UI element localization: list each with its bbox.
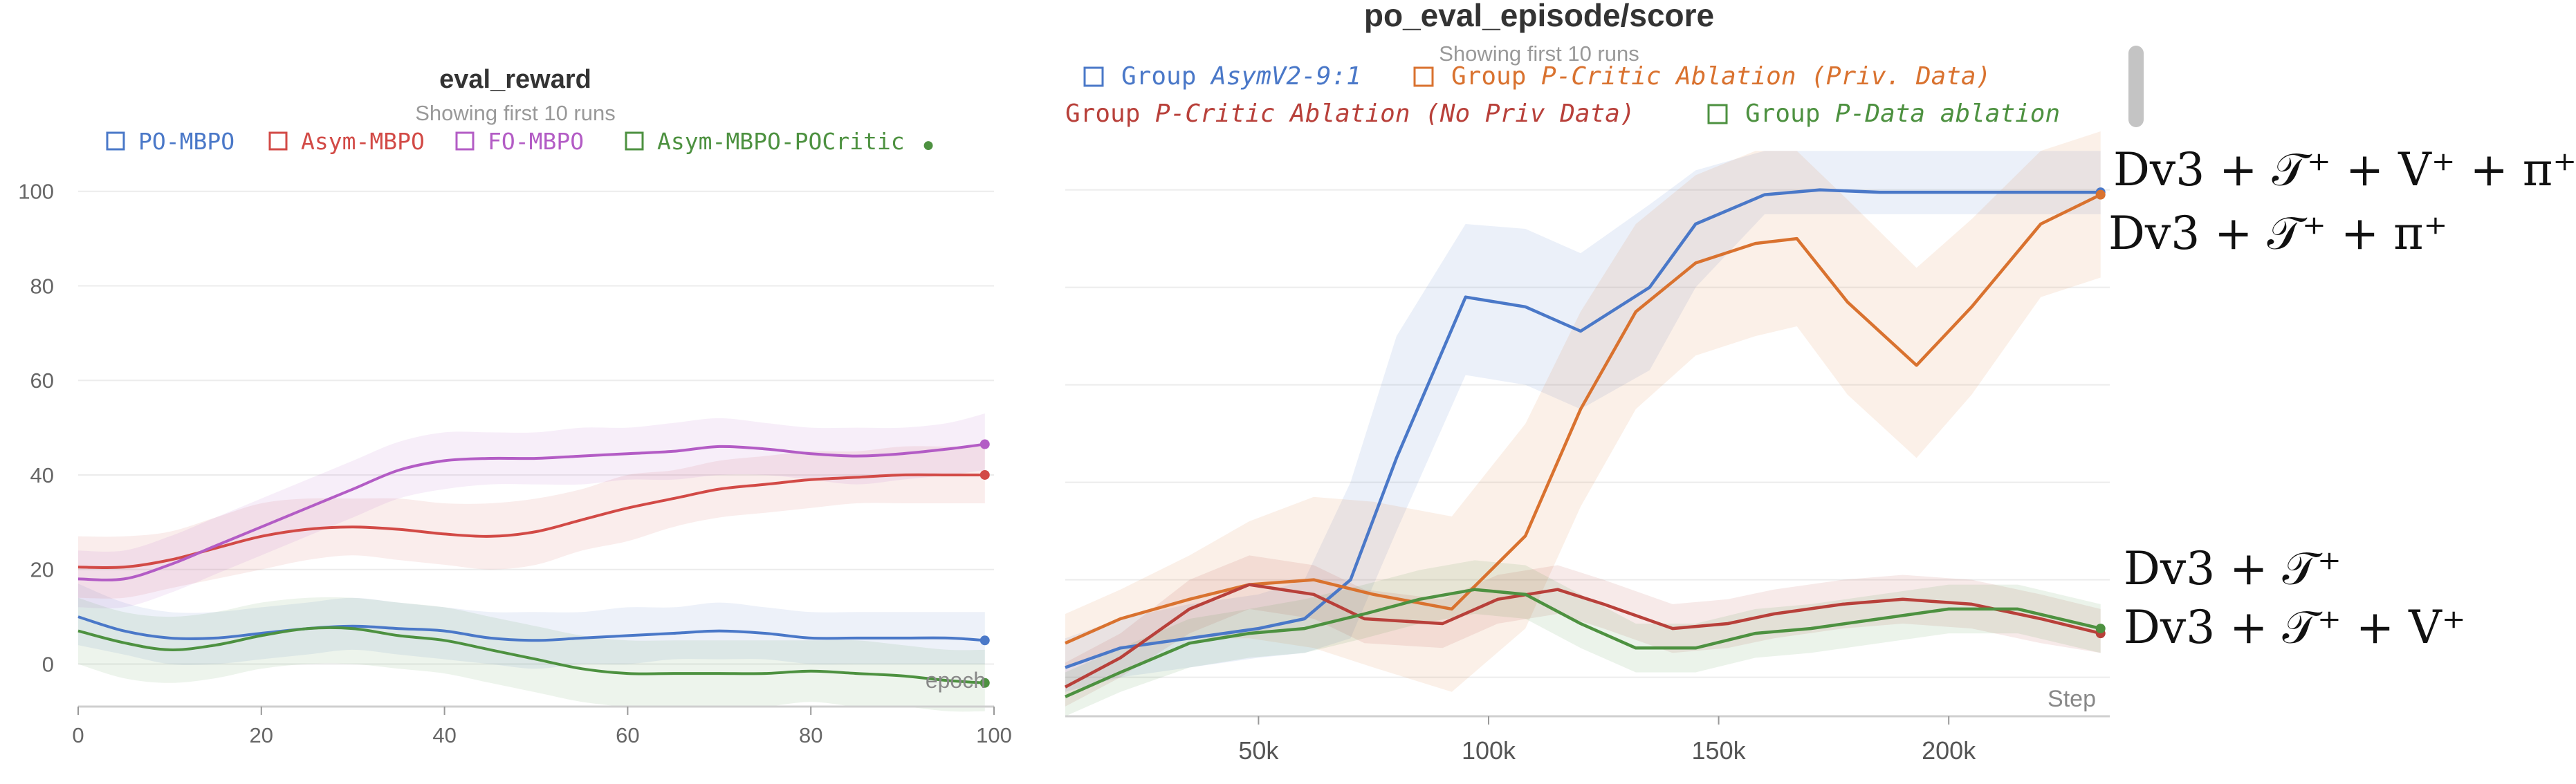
legend-scrollbar-thumb[interactable] <box>2128 46 2144 127</box>
left-y-tick-label: 60 <box>30 368 54 393</box>
line-asym-mbpo <box>77 473 985 570</box>
endpoint-po-mbpo <box>979 635 990 646</box>
line-p-data-ablation <box>1065 588 2101 698</box>
annotation-label: Dv3 + 𝒯⁺ + V⁺ + π⁺ <box>2113 143 2576 196</box>
left-chart-subtitle: Showing first 10 runs <box>415 101 615 125</box>
legend-label: FO-MBPO <box>488 128 584 155</box>
legend-item-po-mbpo[interactable]: PO-MBPO <box>106 128 234 155</box>
left-grid <box>78 190 994 665</box>
endpoint-p-data-ablation <box>2095 624 2106 634</box>
right-axes: 50k 100k 150k 200k <box>1065 715 2110 765</box>
left-x-tick-label: 60 <box>616 723 639 747</box>
legend-item-asym-mbpo-pocritic[interactable]: Asym-MBPO-POCritic <box>625 128 905 155</box>
line-po-mbpo <box>77 615 985 642</box>
right-x-tick-label: 100k <box>1462 736 1516 765</box>
right-chart-title: po_eval_episode/score <box>1364 0 1714 33</box>
legend-label: Group P-Data ablation <box>1745 100 2060 128</box>
left-series-lines <box>77 439 990 688</box>
left-y-tick-label: 100 <box>18 180 54 204</box>
legend-label: Group P-Critic Ablation (Priv. Data) <box>1451 62 1991 91</box>
band-p-critic-ablation-no-priv-data <box>1065 555 2101 707</box>
legend-swatch <box>1083 66 1104 87</box>
band-po-mbpo <box>78 584 985 669</box>
legend-swatch <box>1413 66 1434 87</box>
left-x-tick-label: 40 <box>432 723 456 747</box>
legend-item-asym-mbpo[interactable]: Asym-MBPO <box>268 128 425 155</box>
legend-swatch <box>1707 104 1728 124</box>
po-eval-score-chart: 50k 100k 150k 200k po_eval_episode/score Sh… <box>1064 0 2576 765</box>
legend-label: Asym-MBPO-POCritic <box>657 128 905 155</box>
annotation-label: Dv3 + 𝒯⁺ <box>2124 542 2342 595</box>
legend-swatch <box>455 131 475 151</box>
eval-reward-chart: 0 20 40 60 80 100 0 20 40 60 80 100 eval_reward Sho… <box>18 65 1012 747</box>
left-y-tick-label: 40 <box>30 463 54 487</box>
annotation-label: Dv3 + 𝒯⁺ + V⁺ <box>2124 601 2466 654</box>
left-y-tick-label: 0 <box>42 652 54 676</box>
left-x-tick-label: 80 <box>799 723 822 747</box>
left-legend: PO-MBPO Asym-MBPO FO-MBPO Asym-MBPO-POCriti… <box>106 128 935 156</box>
right-x-tick-label: 150k <box>1692 736 1747 765</box>
legend-label: Group P-Critic Ablation (No Priv Data) <box>1065 100 1635 128</box>
left-x-tick-label: 20 <box>250 723 273 747</box>
line-fo-mbpo <box>77 442 986 581</box>
legend-swatch <box>268 131 288 151</box>
right-grid <box>1065 189 2110 678</box>
left-y-tick-label: 80 <box>30 274 54 298</box>
legend-label: Asym-MBPO <box>301 128 425 155</box>
left-x-tick-label: 0 <box>72 723 84 747</box>
legend-label: Group AsymV2-9:1 <box>1121 62 1361 91</box>
endpoint-p-critic-ablation-priv-data <box>2095 189 2106 200</box>
right-legend: Group AsymV2-9:1 Group P-Critic Ablation … <box>1065 62 2060 128</box>
left-x-tick-label: 100 <box>976 723 1012 747</box>
left-chart-title: eval_reward <box>439 65 591 94</box>
legend-swatch <box>625 131 644 151</box>
annotation-label: Dv3 + 𝒯⁺ + π⁺ <box>2108 207 2447 260</box>
legend-label: PO-MBPO <box>138 128 234 155</box>
right-series-lines <box>1064 187 2106 698</box>
line-p-critic-ablation-no-priv-data <box>1064 583 2101 689</box>
left-x-axis-label: epoch <box>926 668 986 693</box>
endpoint-asym-mbpo <box>979 469 990 480</box>
right-x-axis-label: Step <box>2048 686 2096 712</box>
legend-overflow-dot[interactable]: ● <box>922 133 935 156</box>
right-chart-subtitle: Showing first 10 runs <box>1439 41 1639 66</box>
legend-item-p-critic-ablation-no-priv-data[interactable]: Group P-Critic Ablation (No Priv Data) <box>1065 100 1635 128</box>
band-asymv2-9-1 <box>1065 151 2101 692</box>
legend-item-fo-mbpo[interactable]: FO-MBPO <box>455 128 584 155</box>
line-asymv2-9-1 <box>1065 188 2101 669</box>
band-asym-mbpo-pocritic <box>78 597 985 712</box>
left-axes: 0 20 40 60 80 100 0 20 40 60 80 100 <box>18 180 1012 747</box>
right-x-tick-label: 200k <box>1922 736 1976 765</box>
legend-item-asymv2-9-1[interactable]: Group AsymV2-9:1 <box>1083 62 1361 91</box>
right-confidence-bands <box>1065 131 2101 716</box>
band-fo-mbpo <box>78 413 985 608</box>
legend-item-p-critic-ablation-priv-data[interactable]: Group P-Critic Ablation (Priv. Data) <box>1413 62 1991 91</box>
legend-item-p-data-ablation[interactable]: Group P-Data ablation <box>1707 100 2060 128</box>
band-p-critic-ablation-priv-data <box>1065 131 2101 692</box>
line-asym-mbpo-pocritic <box>77 626 985 684</box>
legend-swatch <box>106 131 125 151</box>
left-y-tick-label: 20 <box>30 558 54 582</box>
endpoint-fo-mbpo <box>979 439 990 449</box>
endpoint-asym-mbpo-pocritic <box>979 678 990 688</box>
right-x-tick-label: 50k <box>1238 736 1279 765</box>
right-annotations: Dv3 + 𝒯⁺ + V⁺ + π⁺ Dv3 + 𝒯⁺ + π⁺ Dv3 + 𝒯⁺ D… <box>2108 143 2576 654</box>
